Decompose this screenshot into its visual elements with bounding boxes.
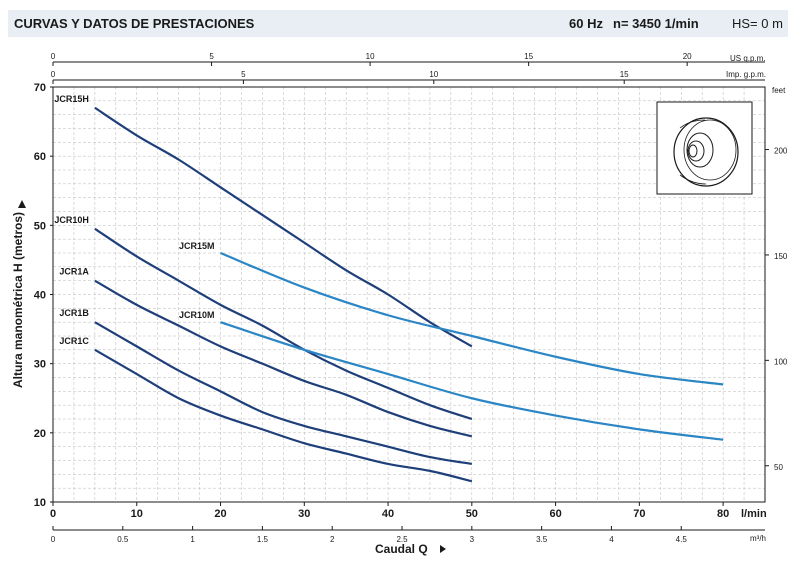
curve-label-jcr15m: JCR15M [179,241,215,251]
y-tick-label: 20 [34,428,46,440]
lpm-tick-label: 10 [131,508,143,520]
curves-layer [94,106,724,483]
m3h-tick-label: 0 [51,535,56,544]
lpm-tick-label: 30 [298,508,310,520]
curve-label-jcr1b: JCR1B [59,308,89,318]
y-axis-title: Altura manométrica H (metros) [11,212,25,388]
y-axis-ticks: 10 20 30 40 50 60 70 [34,82,53,509]
curve-label-jcr10h: JCR10H [54,215,89,225]
lpm-tick-label: 60 [549,508,561,520]
imp-gpm-tick-label: 15 [620,70,629,79]
curve-label-jcr1c: JCR1C [59,336,89,346]
y-tick-label: 10 [34,497,46,509]
header-frequency: 60 Hz [569,16,603,31]
impeller-drawing-icon [656,101,753,195]
lpm-unit-label: l/min [741,508,767,520]
us-gpm-label: US g.p.m. [730,54,766,63]
y-tick-label: 70 [34,82,46,94]
header-title: CURVAS Y DATOS DE PRESTACIONES [14,16,255,31]
imp-gpm-tick-label: 0 [51,70,56,79]
header-bar [8,10,788,37]
m3h-tick-label: 2.5 [396,535,408,544]
curve-jcr15h [94,106,473,348]
curve-jcr1c [94,348,473,483]
curve-jcr10h [94,227,473,421]
lpm-tick-label: 20 [214,508,226,520]
imp-gpm-label: Imp. g.p.m. [726,70,766,79]
feet-tick-label: 50 [774,463,783,472]
curve-jcr1b [94,321,473,466]
lpm-tick-label: 80 [717,508,729,520]
y-tick-label: 40 [34,290,46,302]
y-tick-label: 60 [34,151,46,163]
feet-tick-label: 200 [774,147,788,156]
imp-gpm-tick-label: 5 [241,70,246,79]
top-scale-ticks: 0510152005101520 [51,52,692,84]
lpm-tick-label: 40 [382,508,394,520]
m3h-tick-label: 3 [470,535,475,544]
m3h-unit-label: m³/h [750,534,766,543]
m3h-tick-label: 1 [190,535,195,544]
header-suction-height: HS= 0 m [732,16,783,31]
curve-labels-layer: JCR15H JCR10H JCR1A JCR1B JCR1C JCR15M JCR10M [54,94,214,346]
bottom-scale-ticks: 0 10 20 30 40 50 60 70 80 0 0.5 1 1.5 2 2.5 3 3.5 4 4.5 [50,502,729,544]
m3h-tick-label: 4 [609,535,614,544]
x-axis-title-text: Caudal Q [375,542,428,556]
m3h-tick-label: 0.5 [117,535,129,544]
lpm-tick-label: 0 [50,508,56,520]
x-axis-title: Caudal Q [375,542,446,556]
feet-axis-ticks: 50 100 150 200 [765,147,788,472]
lpm-tick-label: 70 [633,508,645,520]
curve-jcr1a [94,279,473,438]
feet-tick-label: 150 [774,252,788,261]
header-speed: n= 3450 1/min [613,16,699,31]
curve-label-jcr10m: JCR10M [179,310,215,320]
curve-jcr10m [220,321,724,441]
x-axis-arrow-icon [440,545,446,553]
imp-gpm-tick-label: 10 [429,70,438,79]
curve-label-jcr1a: JCR1A [59,267,89,277]
y-tick-label: 50 [34,220,46,232]
m3h-tick-label: 3.5 [536,535,548,544]
feet-label: feet [772,86,786,95]
y-axis-arrow-icon [18,200,26,208]
lpm-tick-label: 50 [466,508,478,520]
m3h-tick-label: 4.5 [676,535,688,544]
us-gpm-tick-label: 15 [524,52,533,61]
y-axis-title-text: Altura manométrica H (metros) [11,212,25,388]
curve-label-jcr15h: JCR15H [54,94,89,104]
us-gpm-tick-label: 5 [209,52,214,61]
feet-tick-label: 100 [774,357,788,366]
us-gpm-tick-label: 0 [51,52,56,61]
us-gpm-tick-label: 20 [683,52,692,61]
us-gpm-tick-label: 10 [366,52,375,61]
curve-jcr15m [220,251,724,386]
y-tick-label: 30 [34,359,46,371]
m3h-tick-label: 1.5 [257,535,269,544]
m3h-tick-label: 2 [330,535,335,544]
